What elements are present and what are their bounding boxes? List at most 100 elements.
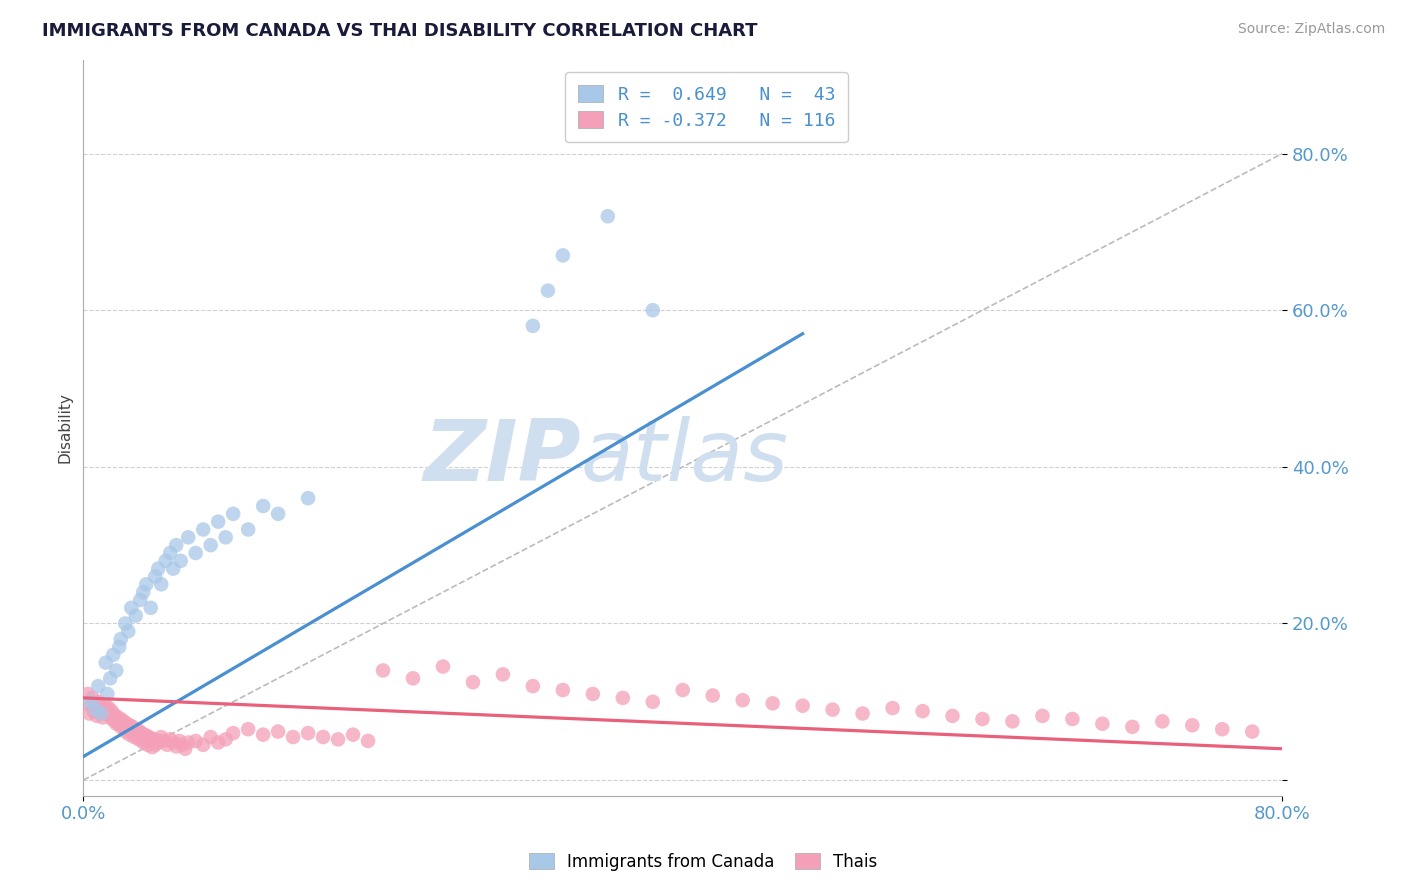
Point xyxy=(1152,714,1174,729)
Point xyxy=(156,738,179,752)
Point xyxy=(117,624,139,639)
Point xyxy=(1241,724,1264,739)
Text: ZIP: ZIP xyxy=(423,416,581,499)
Point xyxy=(215,530,238,544)
Point xyxy=(184,546,207,560)
Point xyxy=(121,720,143,734)
Point xyxy=(141,740,163,755)
Point xyxy=(87,695,110,709)
Point xyxy=(129,730,152,744)
Point xyxy=(612,690,634,705)
Point xyxy=(731,693,754,707)
Point xyxy=(184,734,207,748)
Legend: Immigrants from Canada, Thais: Immigrants from Canada, Thais xyxy=(520,845,886,880)
Point xyxy=(125,722,148,736)
Point xyxy=(128,732,150,747)
Point xyxy=(103,712,125,726)
Point xyxy=(94,698,117,713)
Point xyxy=(110,712,132,726)
Point xyxy=(165,538,187,552)
Point xyxy=(132,585,155,599)
Point xyxy=(159,732,181,747)
Point xyxy=(129,593,152,607)
Point xyxy=(371,664,394,678)
Point xyxy=(461,675,484,690)
Point xyxy=(882,701,904,715)
Point xyxy=(170,554,193,568)
Point xyxy=(84,703,107,717)
Point xyxy=(641,695,664,709)
Point xyxy=(267,724,290,739)
Y-axis label: Disability: Disability xyxy=(58,392,72,463)
Point xyxy=(110,632,132,647)
Point xyxy=(132,728,155,742)
Point xyxy=(342,728,364,742)
Point xyxy=(357,734,380,748)
Point xyxy=(312,730,335,744)
Point xyxy=(90,706,112,721)
Text: Source: ZipAtlas.com: Source: ZipAtlas.com xyxy=(1237,22,1385,37)
Point xyxy=(103,648,125,662)
Point xyxy=(83,704,105,718)
Point xyxy=(215,732,238,747)
Point xyxy=(111,718,134,732)
Point xyxy=(522,679,544,693)
Point xyxy=(145,734,167,748)
Point xyxy=(108,716,131,731)
Point xyxy=(125,608,148,623)
Point xyxy=(200,730,222,744)
Point xyxy=(236,523,259,537)
Point xyxy=(143,738,166,752)
Point xyxy=(155,554,177,568)
Point xyxy=(792,698,814,713)
Point xyxy=(159,546,181,560)
Point xyxy=(148,561,170,575)
Point xyxy=(108,640,131,654)
Point xyxy=(97,701,120,715)
Point xyxy=(297,491,319,505)
Point xyxy=(177,735,200,749)
Point xyxy=(153,734,176,748)
Point xyxy=(105,714,128,729)
Point xyxy=(90,703,112,717)
Point xyxy=(76,687,98,701)
Point xyxy=(522,318,544,333)
Point xyxy=(91,698,114,713)
Point xyxy=(582,687,605,701)
Point xyxy=(80,695,103,709)
Point xyxy=(162,735,184,749)
Text: atlas: atlas xyxy=(581,416,789,499)
Point xyxy=(118,728,141,742)
Point xyxy=(114,720,136,734)
Point xyxy=(82,690,104,705)
Point xyxy=(941,709,963,723)
Point xyxy=(120,723,142,738)
Point xyxy=(207,515,229,529)
Point xyxy=(128,723,150,738)
Point xyxy=(672,683,695,698)
Point xyxy=(86,709,108,723)
Point xyxy=(326,732,349,747)
Point xyxy=(105,716,128,731)
Point xyxy=(93,706,115,721)
Point xyxy=(120,600,142,615)
Point xyxy=(91,710,114,724)
Point xyxy=(142,732,165,747)
Point xyxy=(107,710,129,724)
Point xyxy=(172,738,194,752)
Point xyxy=(148,735,170,749)
Point xyxy=(1062,712,1084,726)
Point xyxy=(821,703,844,717)
Point xyxy=(114,724,136,739)
Point xyxy=(1001,714,1024,729)
Point xyxy=(281,730,304,744)
Point xyxy=(94,656,117,670)
Point xyxy=(138,730,160,744)
Point xyxy=(96,704,118,718)
Point xyxy=(139,731,162,746)
Point xyxy=(96,704,118,718)
Point xyxy=(150,577,173,591)
Point xyxy=(551,248,574,262)
Point xyxy=(141,735,163,749)
Point xyxy=(135,577,157,591)
